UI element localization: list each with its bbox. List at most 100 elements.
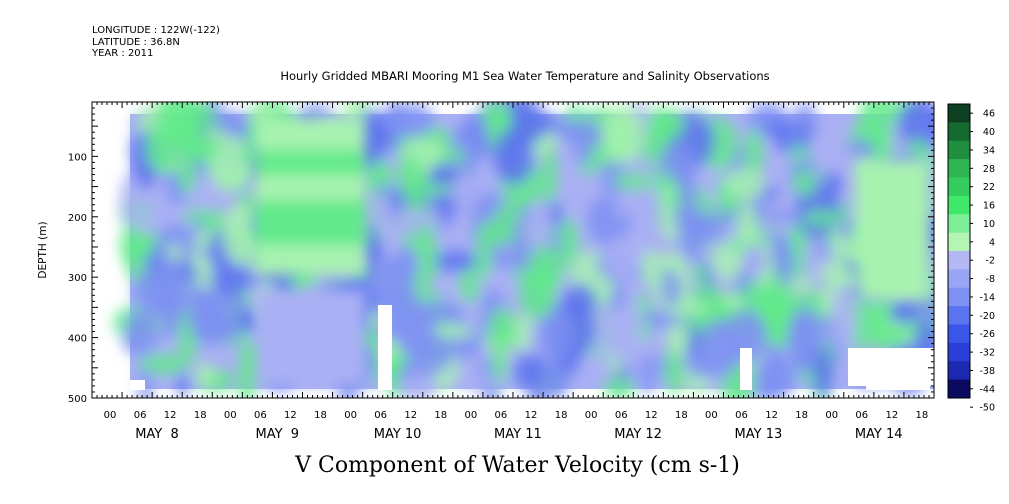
x-tick-label: 00 xyxy=(705,410,718,421)
field-blob xyxy=(396,370,438,398)
field-blob xyxy=(368,255,411,312)
field-blob xyxy=(573,149,593,164)
colorbar-bin xyxy=(948,361,970,381)
field-blob xyxy=(445,159,463,172)
field-blob xyxy=(176,373,189,398)
colorbar-frame xyxy=(947,103,971,399)
field-blob xyxy=(762,187,780,200)
colorbar-label: 4 xyxy=(989,237,995,248)
field-blob xyxy=(612,173,656,190)
field-blob xyxy=(889,297,918,325)
field-band xyxy=(255,200,365,245)
field-blob xyxy=(475,220,516,246)
mask-region xyxy=(740,348,752,390)
colorbar-bin xyxy=(948,159,970,179)
field-blob xyxy=(374,184,402,197)
y-axis-label: DEPTH (m) xyxy=(37,221,49,278)
field-blob xyxy=(659,144,698,181)
field-blob xyxy=(187,289,224,343)
x-day-label: MAY 9 xyxy=(256,427,300,442)
x-tick-label: 06 xyxy=(735,410,748,421)
x-tick-label: 18 xyxy=(916,410,929,421)
field-blob xyxy=(833,231,848,270)
colorbar-label: -2 xyxy=(986,256,995,267)
x-tick-label: 12 xyxy=(404,410,417,421)
field-blob xyxy=(513,353,548,390)
field-blob xyxy=(752,357,797,398)
colorbar-label: -50 xyxy=(979,403,995,414)
field-blob xyxy=(664,344,684,396)
field-blob xyxy=(560,217,579,267)
colorbar-label: -8 xyxy=(986,274,995,285)
field-blob xyxy=(726,167,765,202)
field-blob xyxy=(222,203,258,266)
field-blob xyxy=(418,240,441,279)
colorbar-bin xyxy=(948,251,970,270)
field-blob xyxy=(166,243,183,260)
x-tick-label: 12 xyxy=(886,410,899,421)
field-band xyxy=(255,175,365,200)
field-blob xyxy=(793,169,815,197)
field-blob xyxy=(434,324,475,339)
x-tick-label: 00 xyxy=(825,410,838,421)
field-blob xyxy=(613,197,628,217)
field-blob xyxy=(865,324,905,350)
x-tick-label: 18 xyxy=(675,410,688,421)
colorbar-bin xyxy=(948,287,970,307)
field-blob xyxy=(193,232,212,249)
x-tick-label: 18 xyxy=(434,410,447,421)
x-tick-label: 06 xyxy=(855,410,868,421)
field-blob xyxy=(606,334,650,363)
field-blob xyxy=(565,119,605,151)
colorbar-bin xyxy=(948,140,970,160)
field-blob xyxy=(119,173,144,229)
colorbar-label: -44 xyxy=(979,384,995,395)
field-blob xyxy=(541,146,557,205)
missing-data-masks xyxy=(130,305,934,390)
mask-region xyxy=(866,384,930,390)
colorbar-label: -32 xyxy=(979,348,995,359)
field-blob xyxy=(736,203,758,247)
x-tick-label: 06 xyxy=(495,410,508,421)
field-blob xyxy=(602,237,641,278)
field-band xyxy=(255,118,365,150)
field-blob xyxy=(119,224,145,267)
field-blob xyxy=(490,252,528,270)
field-blob xyxy=(609,280,626,311)
mask-region xyxy=(378,305,392,390)
field-band xyxy=(855,160,930,260)
x-tick-label: 12 xyxy=(164,410,177,421)
x-tick-label: 18 xyxy=(555,410,568,421)
field-blob xyxy=(775,136,798,153)
field-blob xyxy=(763,120,802,139)
field-blob xyxy=(789,222,806,281)
field-blob xyxy=(523,207,554,253)
field-band xyxy=(860,250,930,300)
field-blob xyxy=(493,128,534,185)
y-axis: 100 200 300 400 500 xyxy=(68,107,934,405)
colorbar-label: -14 xyxy=(979,292,995,303)
y-tick-label: 400 xyxy=(68,334,87,345)
field-blob xyxy=(813,347,833,398)
field-blob xyxy=(209,261,252,295)
field-blob xyxy=(494,205,522,224)
field-blob xyxy=(122,320,157,357)
colorbar-label: 22 xyxy=(983,182,995,193)
x-tick-label: 00 xyxy=(585,410,598,421)
field-blob xyxy=(180,135,221,161)
velocity-field xyxy=(112,102,934,398)
x-tick-label: 06 xyxy=(254,410,267,421)
colorbar-label: 16 xyxy=(983,201,995,212)
colorbar-bin xyxy=(948,342,970,362)
field-blob xyxy=(144,124,182,173)
field-blob xyxy=(821,150,866,172)
x-day-label: MAY 10 xyxy=(374,427,422,442)
field-blob xyxy=(777,245,793,288)
x-day-label: MAY 11 xyxy=(494,427,542,442)
colorbar-bin xyxy=(948,306,970,326)
colorbar-bin xyxy=(948,177,970,197)
y-tick-label: 300 xyxy=(68,273,87,284)
field-blob xyxy=(537,301,574,364)
x-tick-label: 12 xyxy=(525,410,538,421)
